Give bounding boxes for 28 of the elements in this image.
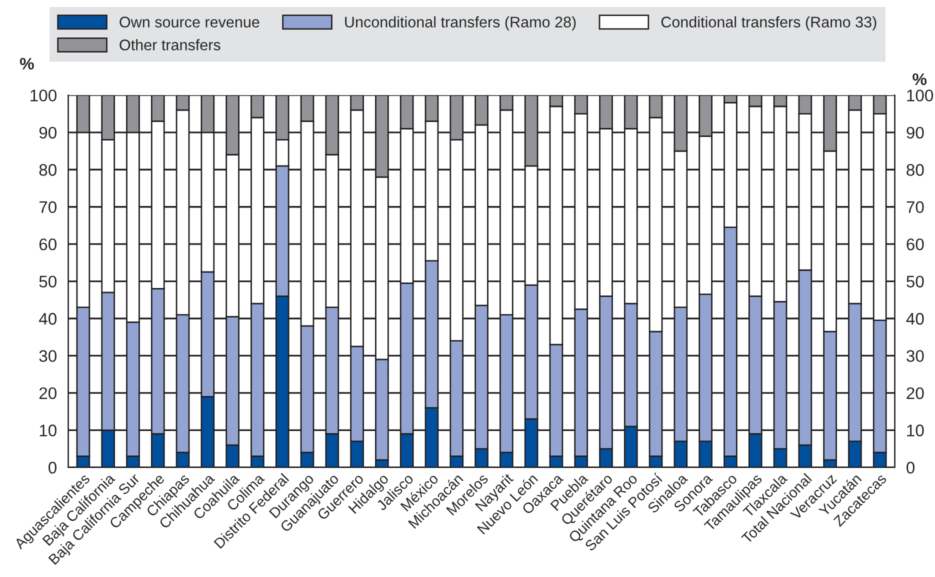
y-tick-label: 60	[39, 238, 56, 250]
y-tick-label: 30	[39, 350, 56, 362]
y-tick-label: 40	[38, 312, 56, 325]
y2-tick-label: 0	[906, 462, 915, 474]
y2-tick-label: 20	[906, 387, 924, 400]
y-tick-label: 100	[30, 90, 56, 102]
legend-label: Own source revenue	[120, 16, 260, 28]
y-tick-label: 80	[39, 164, 56, 176]
y2-tick-label: 60	[906, 238, 924, 250]
legend-label: Conditional transfers (Ramo 33)	[661, 16, 876, 31]
y2-tick-label: 30	[906, 350, 924, 362]
y-axis-title: %	[20, 58, 34, 70]
y2-tick-label: 100	[907, 90, 934, 102]
y2-tick-label: 70	[906, 201, 924, 214]
y-tick-label: 50	[39, 276, 56, 288]
y-tick-label: 70	[39, 201, 56, 214]
y2-tick-label: 40	[906, 312, 924, 325]
y2-tick-label: 80	[906, 164, 924, 176]
legend-label: Other transfers	[120, 39, 220, 50]
y2-axis-title: %	[912, 73, 927, 86]
y-tick-label: 0	[48, 462, 56, 474]
y2-tick-label: 50	[906, 276, 924, 288]
y2-tick-label: 90	[906, 126, 924, 139]
y-tick-label: 90	[39, 126, 56, 139]
y-tick-label: 10	[40, 424, 56, 436]
y2-tick-label: 10	[907, 424, 924, 436]
y-tick-label: 20	[39, 387, 56, 400]
legend-label: Unconditional transfers (Ramo 28)	[345, 16, 576, 31]
